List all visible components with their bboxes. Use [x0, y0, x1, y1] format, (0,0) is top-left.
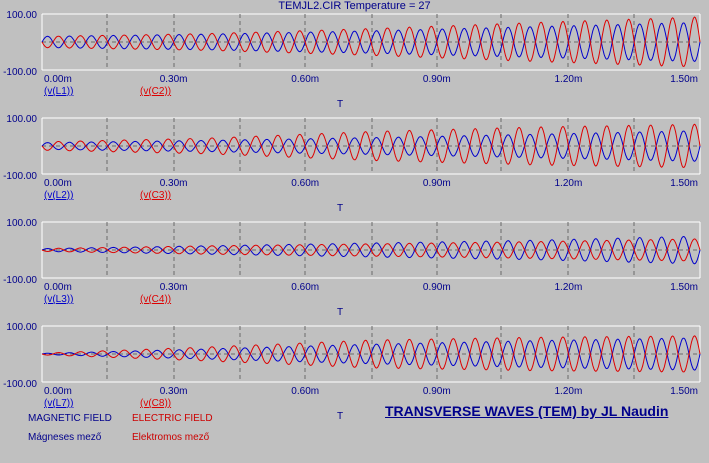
series-line-v(C4): [41, 238, 701, 262]
magnetic-field-label: MAGNETIC FIELD: [28, 413, 112, 424]
series-line-v(C2): [41, 16, 701, 67]
electric-field-label-hu: Elektromos mező: [132, 432, 210, 443]
x-tick-label: 1.20m: [555, 386, 583, 397]
legend-entry: (v(C3)): [140, 190, 171, 201]
legend-entry: (v(L3)): [44, 294, 73, 305]
y-tick-label: -100.00: [3, 379, 37, 390]
legend-entry: (v(C8)): [140, 398, 171, 409]
y-tick-label: 100.00: [6, 114, 37, 125]
x-tick-label: 0.00m: [44, 74, 72, 85]
x-tick-label: 0.90m: [423, 282, 451, 293]
y-tick-label: 100.00: [6, 218, 37, 229]
series-line-v(C3): [41, 123, 701, 168]
x-tick-label: 0.90m: [423, 178, 451, 189]
chart-title: TEMJL2.CIR Temperature = 27: [278, 0, 431, 12]
legend-entry: (v(C2)): [140, 86, 171, 97]
plot-panel-4: 100.00 -100.00 0.00m 0.30m 0.60m 0.90m 1.20m 1.…: [3, 322, 701, 422]
x-tick-label: 1.50m: [670, 282, 698, 293]
y-tick-label: -100.00: [3, 275, 37, 286]
x-tick-label: 1.20m: [555, 74, 583, 85]
electric-field-label: ELECTRIC FIELD: [132, 413, 213, 424]
x-tick-label: 1.20m: [555, 178, 583, 189]
x-tick-label: 0.60m: [291, 74, 319, 85]
x-tick-label: 0.60m: [291, 282, 319, 293]
y-tick-label: -100.00: [3, 67, 37, 78]
x-tick-label: 0.90m: [423, 74, 451, 85]
plot-panel-3: 100.00 -100.00 0.00m 0.30m 0.60m 0.90m 1.20m 1.…: [3, 218, 701, 318]
x-tick-label: 1.50m: [670, 178, 698, 189]
banner-title: TRANSVERSE WAVES (TEM) by JL Naudin: [385, 403, 669, 419]
x-tick-label: 0.30m: [160, 178, 188, 189]
magnetic-field-label-hu: Mágneses mező: [28, 432, 102, 443]
y-tick-label: -100.00: [3, 171, 37, 182]
x-axis-label: T: [337, 203, 343, 214]
x-tick-label: 0.90m: [423, 386, 451, 397]
series-line-v(C8): [41, 335, 701, 373]
x-tick-label: 0.30m: [160, 282, 188, 293]
x-axis-label: T: [337, 307, 343, 318]
legend-entry: (v(C4)): [140, 294, 171, 305]
x-tick-label: 0.60m: [291, 178, 319, 189]
legend-entry: (v(L7)): [44, 398, 73, 409]
legend-entry: (v(L1)): [44, 86, 73, 97]
x-tick-label: 0.30m: [160, 386, 188, 397]
x-tick-label: 0.00m: [44, 178, 72, 189]
y-tick-label: 100.00: [6, 10, 37, 21]
x-tick-label: 1.50m: [670, 386, 698, 397]
y-tick-label: 100.00: [6, 322, 37, 333]
x-tick-label: 0.00m: [44, 386, 72, 397]
plot-panel-2: 100.00 -100.00 0.00m 0.30m 0.60m 0.90m 1.20m 1.…: [3, 114, 701, 214]
x-tick-label: 0.00m: [44, 282, 72, 293]
x-tick-label: 1.50m: [670, 74, 698, 85]
x-axis-label: T: [337, 411, 343, 422]
x-tick-label: 1.20m: [555, 282, 583, 293]
x-tick-label: 0.30m: [160, 74, 188, 85]
legend-entry: (v(L2)): [44, 190, 73, 201]
plot-panel-1: 100.00 -100.00 0.00m 0.30m 0.60m 0.90m 1.20m 1.…: [3, 10, 701, 110]
x-axis-label: T: [337, 99, 343, 110]
x-tick-label: 0.60m: [291, 386, 319, 397]
